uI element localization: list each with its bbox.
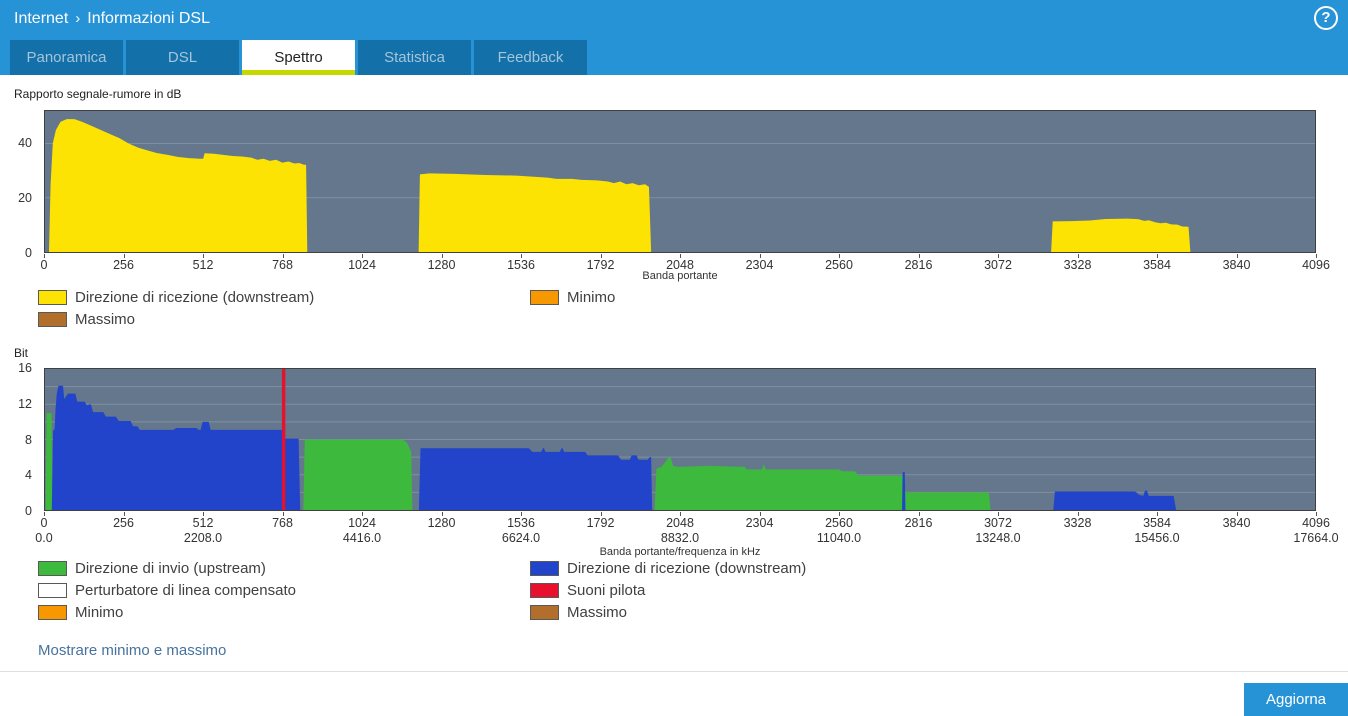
legend-item-minimo-bit: Minimo [38, 601, 530, 623]
bit-chart-legend: Direzione di invio (upstream) Direzione … [38, 557, 806, 623]
massimo-swatch [38, 311, 67, 327]
legend-item-massimo-bit: Massimo [530, 601, 806, 623]
legend-item-downstream-bit: Direzione di ricezione (downstream) [530, 557, 806, 579]
legend-label: Massimo [75, 310, 136, 328]
downstream-swatch [38, 289, 67, 305]
legend-item-minimo-snr: Minimo [530, 286, 615, 308]
legend-label: Perturbatore di linea compensato [75, 581, 296, 599]
bit-chart-area [45, 369, 1315, 510]
legend-label: Direzione di invio (upstream) [75, 559, 266, 577]
massimo-swatch [530, 604, 559, 620]
show-minmax-link[interactable]: Mostrare minimo e massimo [38, 642, 227, 659]
help-icon[interactable]: ? [1314, 6, 1338, 30]
tab-statistica[interactable]: Statistica [358, 40, 471, 75]
bit-chart-title: Bit [14, 346, 29, 360]
legend-label: Massimo [567, 603, 628, 621]
breadcrumb: Internet › Informazioni DSL [14, 10, 210, 28]
minimo-swatch [38, 604, 67, 620]
upstream-swatch [38, 560, 67, 576]
bit-chart-x-tickmarks [44, 512, 1317, 517]
legend-label: Minimo [75, 603, 124, 621]
tab-panoramica[interactable]: Panoramica [10, 40, 123, 75]
snr-chart-y-axis: 0 20 40 [18, 136, 32, 260]
legend-item-perturbatore: Perturbatore di linea compensato [38, 579, 530, 601]
snr-chart-area [45, 119, 1315, 252]
page-title: Informazioni DSL [87, 10, 210, 27]
legend-item-downstream-snr: Direzione di ricezione (downstream) [38, 286, 530, 308]
snr-chart-plot [44, 110, 1316, 253]
legend-item-massimo-snr: Massimo [38, 308, 530, 330]
snr-chart-x-axis-label: Banda portante [642, 270, 718, 282]
snr-chart-legend: Direzione di ricezione (downstream) Mini… [38, 286, 615, 330]
refresh-button[interactable]: Aggiorna [1244, 683, 1348, 716]
snr-chart-title: Rapporto segnale-rumore in dB [14, 87, 182, 101]
snr-chart-x-ticklabels: 0 256 512 768 1024 1280 1536 1792 2048 2304 2560 28… [40, 258, 1330, 272]
downstream-swatch [530, 560, 559, 576]
minimo-swatch [530, 289, 559, 305]
perturbatore-swatch [38, 582, 67, 598]
header-bar: Internet › Informazioni DSL ? Panoramica D… [0, 0, 1348, 75]
tab-dsl[interactable]: DSL [126, 40, 239, 75]
legend-label: Minimo [567, 288, 616, 306]
bit-chart-freq-ticklabels: 0.0 2208.0 4416.0 6624.0 8832.0 11040.0 13248.… [35, 531, 1339, 545]
breadcrumb-section: Internet [14, 10, 69, 27]
legend-label: Direzione di ricezione (downstream) [75, 288, 315, 306]
bit-chart-x-ticklabels: 0 256 512 768 1024 1280 1536 1792 2048 2304 2560 28… [40, 516, 1330, 530]
bit-chart-y-axis: 0 4 8 12 16 [18, 361, 32, 518]
bit-chart-x-axis-label: Banda portante/frequenza in kHz [599, 546, 761, 558]
tab-spettro[interactable]: Spettro [242, 40, 355, 75]
legend-item-suoni-pilota: Suoni pilota [530, 579, 806, 601]
snr-chart-x-tickmarks [44, 254, 1317, 259]
tab-feedback[interactable]: Feedback [474, 40, 587, 75]
legend-item-upstream: Direzione di invio (upstream) [38, 557, 530, 579]
pilot-swatch [530, 582, 559, 598]
footer-divider [0, 671, 1348, 672]
legend-label: Suoni pilota [567, 581, 646, 599]
bit-chart-plot [44, 368, 1316, 511]
tab-bar: Panoramica DSL Spettro Statistica Feedba… [10, 40, 587, 75]
breadcrumb-separator-icon: › [75, 10, 81, 27]
legend-label: Direzione di ricezione (downstream) [567, 559, 807, 577]
